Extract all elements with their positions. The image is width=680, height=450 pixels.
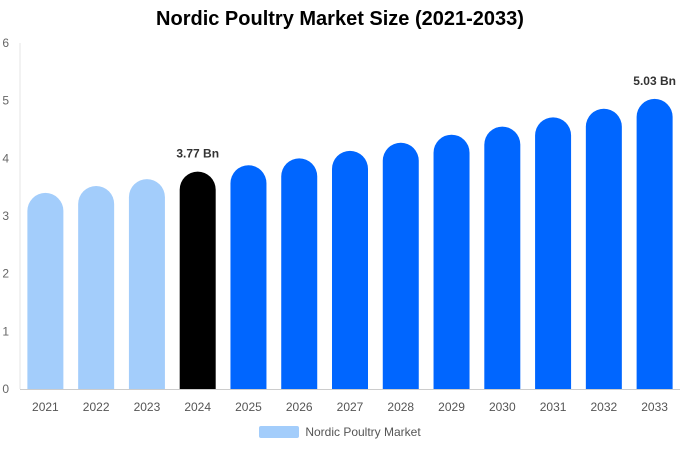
bar-2025	[230, 165, 267, 389]
x-tick-label: 2021	[32, 400, 59, 414]
bar-2022	[78, 186, 115, 389]
bar-2024	[179, 171, 216, 389]
x-tick-label: 2027	[337, 400, 364, 414]
data-label-2033: 5.03 Bn	[633, 74, 676, 88]
x-tick-label: 2029	[438, 400, 465, 414]
x-tick-label: 2030	[489, 400, 516, 414]
x-tick-label: 2022	[83, 400, 110, 414]
y-tick-labels: 0 1 2 3 4 5 6	[2, 36, 9, 396]
bar-2026	[281, 158, 318, 389]
x-tick-label: 2023	[134, 400, 161, 414]
x-tick-label: 2026	[286, 400, 313, 414]
y-tick-label: 3	[2, 209, 9, 223]
chart-title: Nordic Poultry Market Size (2021-2033)	[156, 8, 524, 30]
bar-2021	[27, 192, 64, 389]
legend-label: Nordic Poultry Market	[305, 425, 421, 439]
legend: Nordic Poultry Market	[0, 425, 680, 439]
bar-2029	[433, 134, 470, 389]
bar-2033	[636, 98, 673, 389]
legend-swatch	[259, 426, 300, 438]
bar-2027	[332, 150, 368, 389]
y-tick-label: 0	[2, 382, 9, 396]
data-labels: 3.77 Bn 5.03 Bn	[176, 74, 676, 161]
y-tick-label: 2	[2, 267, 9, 281]
x-tick-label: 2025	[235, 400, 262, 414]
bar-2030	[484, 126, 521, 390]
y-tick-label: 4	[2, 151, 9, 165]
y-tick-label: 5	[2, 94, 9, 108]
x-tick-label: 2033	[641, 400, 668, 414]
x-tick-label: 2031	[540, 400, 567, 414]
x-tick-label: 2032	[590, 400, 617, 414]
y-tick-label: 6	[2, 36, 9, 50]
bars	[27, 98, 673, 390]
bar-2031	[535, 117, 572, 389]
bar-2028	[382, 142, 419, 389]
y-tick-label: 1	[2, 324, 9, 338]
x-tick-label: 2024	[184, 400, 211, 414]
data-label-2024: 3.77 Bn	[176, 147, 219, 161]
x-tick-labels: 2021 2022 2023 2024 2025 2026 2027 2028 2029 2030…	[32, 400, 668, 414]
bar-2023	[128, 179, 165, 389]
x-tick-label: 2028	[387, 400, 414, 414]
bar-2032	[585, 108, 622, 390]
